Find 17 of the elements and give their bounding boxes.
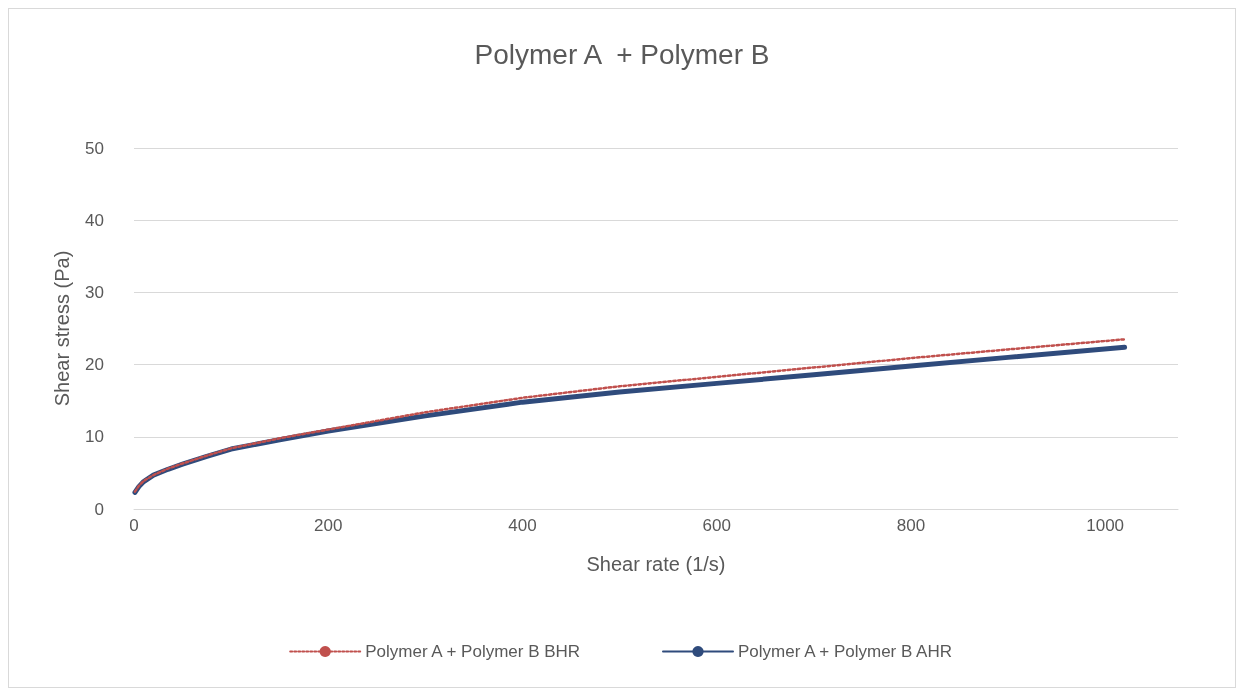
chart-title: Polymer A + Polymer B — [474, 38, 770, 70]
legend-label: Polymer A + Polymer B BHR — [365, 642, 581, 661]
y-tick-label: 30 — [85, 282, 104, 302]
x-axis-title: Shear rate (1/s) — [586, 553, 726, 575]
y-tick-label: 40 — [85, 210, 104, 230]
y-tick-label: 20 — [85, 355, 104, 375]
x-tick-label: 1000 — [1086, 516, 1125, 535]
x-tick-label: 800 — [896, 516, 926, 535]
x-tick-label: 0 — [129, 516, 139, 535]
y-tick-label: 0 — [94, 499, 104, 519]
legend-label: Polymer A + Polymer B AHR — [738, 642, 952, 661]
y-tick-label: 10 — [85, 427, 104, 447]
y-axis-title: Shear stress (Pa) — [51, 250, 73, 407]
x-tick-label: 200 — [314, 516, 343, 535]
x-tick-label: 400 — [508, 516, 537, 535]
x-tick-label: 600 — [702, 516, 731, 535]
y-tick-label: 50 — [85, 138, 104, 158]
